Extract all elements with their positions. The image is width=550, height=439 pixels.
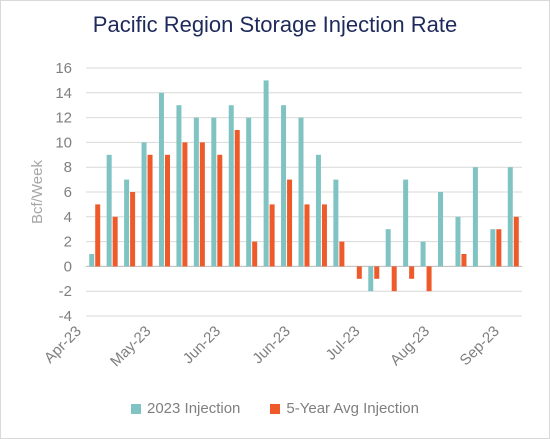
- bar-5yr-avg-injection: [304, 204, 310, 267]
- y-tick-label: 2: [64, 234, 72, 251]
- y-tick-label: 8: [64, 159, 72, 176]
- bar-2023-injection: [211, 117, 217, 267]
- bar-2023-injection: [333, 179, 339, 267]
- legend-label-5yr: 5-Year Avg Injection: [286, 400, 419, 417]
- bar-5yr-avg-injection: [164, 154, 170, 267]
- bar-5yr-avg-injection: [95, 204, 101, 267]
- bar-2023-injection: [472, 167, 478, 267]
- legend: 2023 Injection 5-Year Avg Injection: [0, 400, 550, 417]
- y-tick-label: -2: [59, 283, 72, 300]
- x-tick-label: Sep-23: [457, 323, 503, 369]
- x-tick-label: Aug-23: [387, 323, 433, 369]
- x-tick-label: Jun-23: [180, 323, 224, 367]
- bar-2023-injection: [385, 229, 391, 267]
- x-tick-label: Jul-23: [323, 323, 364, 364]
- bar-5yr-avg-injection: [426, 266, 432, 292]
- bar-5yr-avg-injection: [321, 204, 327, 267]
- bar-2023-injection: [455, 216, 461, 267]
- bar-5yr-avg-injection: [356, 266, 362, 279]
- bar-2023-injection: [124, 179, 130, 267]
- bar-2023-injection: [106, 154, 112, 267]
- bar-5yr-avg-injection: [234, 130, 240, 267]
- legend-swatch-2023: [130, 403, 141, 414]
- y-tick-label: 10: [55, 134, 72, 151]
- y-tick-label: 12: [55, 110, 72, 127]
- bar-2023-injection: [141, 142, 147, 267]
- bar-5yr-avg-injection: [374, 266, 380, 279]
- bar-5yr-avg-injection: [252, 241, 258, 267]
- x-axis-ticks: Apr-23 May-23 Jun-23 Jun-23 Jul-23 Aug-23 Sep-…: [41, 323, 503, 370]
- y-tick-label: 16: [55, 60, 72, 77]
- legend-label-2023: 2023 Injection: [146, 400, 241, 417]
- bar-2023-injection: [281, 105, 287, 267]
- bar-5yr-avg-injection: [217, 154, 223, 267]
- bar-5yr-avg-injection: [391, 266, 397, 292]
- bar-2023-injection: [298, 117, 304, 267]
- bar-2023-injection: [89, 254, 95, 267]
- bar-2023-injection: [490, 229, 496, 267]
- bars: [89, 80, 519, 292]
- bar-2023-injection: [228, 105, 234, 267]
- chart-title: Pacific Region Storage Injection Rate: [92, 12, 458, 37]
- bar-2023-injection: [438, 192, 444, 267]
- x-tick-label: Jun-23: [249, 323, 293, 367]
- bar-2023-injection: [176, 105, 182, 267]
- y-tick-label: -4: [59, 308, 72, 325]
- bar-5yr-avg-injection: [339, 241, 345, 267]
- bar-5yr-avg-injection: [287, 179, 293, 267]
- y-tick-label: 4: [64, 209, 72, 226]
- y-axis-ticks: -4 -2 0 2 4 6 8 10 12 14 16: [55, 60, 72, 325]
- bar-5yr-avg-injection: [112, 216, 118, 267]
- bar-5yr-avg-injection: [269, 204, 275, 267]
- bar-5yr-avg-injection: [182, 142, 188, 267]
- gridlines: [86, 67, 522, 317]
- bar-2023-injection: [315, 154, 321, 267]
- x-tick-label: Apr-23: [41, 323, 85, 367]
- bar-2023-injection: [420, 241, 426, 267]
- y-tick-label: 6: [64, 184, 72, 201]
- bar-5yr-avg-injection: [199, 142, 205, 267]
- bar-2023-injection: [246, 117, 252, 267]
- x-tick-label: May-23: [107, 323, 154, 370]
- legend-swatch-5yr: [270, 403, 281, 414]
- bar-5yr-avg-injection: [513, 216, 519, 267]
- bar-2023-injection: [193, 117, 199, 267]
- bar-2023-injection: [158, 92, 164, 267]
- y-axis-label: Bcf/Week: [29, 160, 46, 224]
- bar-2023-injection: [507, 167, 513, 267]
- y-tick-label: 0: [64, 258, 72, 275]
- legend-item-5yr: 5-Year Avg Injection: [270, 400, 419, 417]
- bar-5yr-avg-injection: [130, 192, 136, 267]
- bar-5yr-avg-injection: [409, 266, 415, 279]
- bar-2023-injection: [403, 179, 409, 267]
- bar-2023-injection: [263, 80, 269, 267]
- y-tick-label: 14: [55, 85, 72, 102]
- bar-5yr-avg-injection: [461, 254, 467, 267]
- legend-item-2023: 2023 Injection: [130, 400, 241, 417]
- bar-5yr-avg-injection: [147, 154, 153, 267]
- bar-5yr-avg-injection: [496, 229, 502, 267]
- bar-2023-injection: [368, 266, 374, 292]
